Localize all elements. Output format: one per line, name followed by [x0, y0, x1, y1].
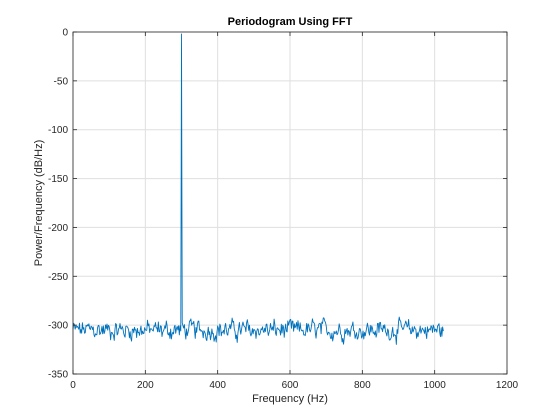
periodogram-series-line [72, 33, 444, 345]
y-tick-label: -250 [48, 272, 68, 283]
x-tick-label: 400 [209, 380, 226, 391]
x-axis-label: Frequency (Hz) [252, 393, 328, 405]
x-tick-label: 1200 [496, 380, 519, 391]
x-tick-label: 0 [70, 380, 76, 391]
y-tick-label: 0 [62, 28, 68, 39]
x-tick-label: 600 [282, 380, 299, 391]
y-tick-label: -50 [54, 76, 69, 87]
y-tick-label: -350 [48, 370, 68, 381]
chart-title: Periodogram Using FFT [228, 16, 353, 28]
y-tick-label: -200 [48, 223, 68, 234]
y-tick-label: -100 [48, 125, 68, 136]
plot-area [72, 33, 444, 345]
y-axis-label: Power/Frequency (dB/Hz) [33, 140, 45, 267]
x-tick-label: 800 [354, 380, 371, 391]
y-tick-label: -300 [48, 321, 68, 332]
x-tick-label: 200 [137, 380, 154, 391]
ticks [72, 31, 508, 375]
x-tick-labels: 0 200 400 600 800 1000 1200 [70, 380, 518, 391]
y-tick-labels: 0 -50 -100 -150 -200 -250 -300 -350 [48, 28, 68, 381]
x-tick-label: 1000 [424, 380, 447, 391]
y-tick-label: -150 [48, 174, 68, 185]
